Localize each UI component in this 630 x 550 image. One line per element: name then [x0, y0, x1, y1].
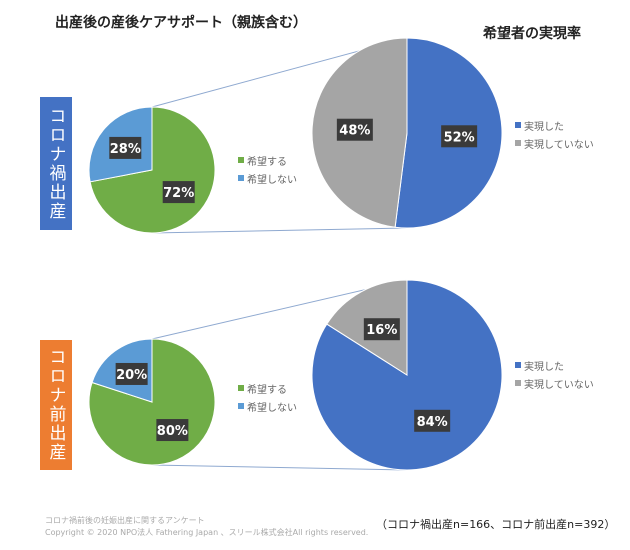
data-label-box [115, 362, 148, 385]
legend-swatch [238, 175, 244, 181]
copyright: Copyright © 2020 NPO法人 Fathering Japan 、… [45, 528, 369, 537]
data-label: 52% [444, 130, 475, 145]
legend-label: 実現していない [524, 379, 594, 391]
page-title: 出産後の産後ケアサポート（親族含む） [55, 15, 307, 31]
data-label: 20% [116, 368, 147, 383]
legend-large-1: 実現した 実現していない [515, 116, 594, 152]
footer: コロナ禍前後の妊娠出産に関するアンケート Copyright © 2020 NP… [45, 515, 368, 539]
data-label-box [162, 181, 195, 204]
data-label: 80% [157, 424, 188, 439]
legend-swatch [515, 380, 521, 386]
data-label: 16% [366, 323, 397, 338]
data-label-box [156, 419, 189, 442]
legend-small-2: 希望する 希望しない [238, 379, 297, 415]
legend-swatch [515, 362, 521, 368]
data-label: 72% [163, 186, 194, 201]
group-label-covid: コロナ禍出産 [40, 97, 72, 230]
legend-large-2: 実現した 実現していない [515, 356, 594, 392]
sample-size-note: （コロナ禍出産n=166、コロナ前出産n=392） [376, 518, 616, 531]
data-label: 28% [110, 142, 141, 157]
data-label-box [363, 318, 400, 341]
legend-swatch [515, 122, 521, 128]
data-label-box [441, 125, 478, 148]
legend-swatch [515, 140, 521, 146]
data-label: 84% [417, 415, 448, 430]
legend-label: 希望する [247, 156, 287, 168]
group-label-pre: コロナ前出産 [40, 340, 72, 470]
legend-label: 希望しない [247, 402, 297, 414]
connector-line [151, 227, 408, 234]
legend-swatch [238, 403, 244, 409]
data-label-box [414, 409, 451, 432]
legend-label: 実現していない [524, 139, 594, 151]
legend-label: 希望する [247, 384, 287, 396]
survey-name: コロナ禍前後の妊娠出産に関するアンケート [45, 516, 205, 525]
data-label: 48% [339, 124, 370, 139]
legend-small-1: 希望する 希望しない [238, 151, 297, 187]
legend-label: 実現した [524, 361, 564, 373]
legend-label: 実現した [524, 121, 564, 133]
connector-line [151, 464, 408, 471]
legend-label: 希望しない [247, 174, 297, 186]
legend-swatch [238, 157, 244, 163]
subtitle: 希望者の実現率 [483, 26, 581, 42]
data-label-box [109, 136, 142, 159]
data-label-box [336, 118, 373, 141]
legend-swatch [238, 385, 244, 391]
